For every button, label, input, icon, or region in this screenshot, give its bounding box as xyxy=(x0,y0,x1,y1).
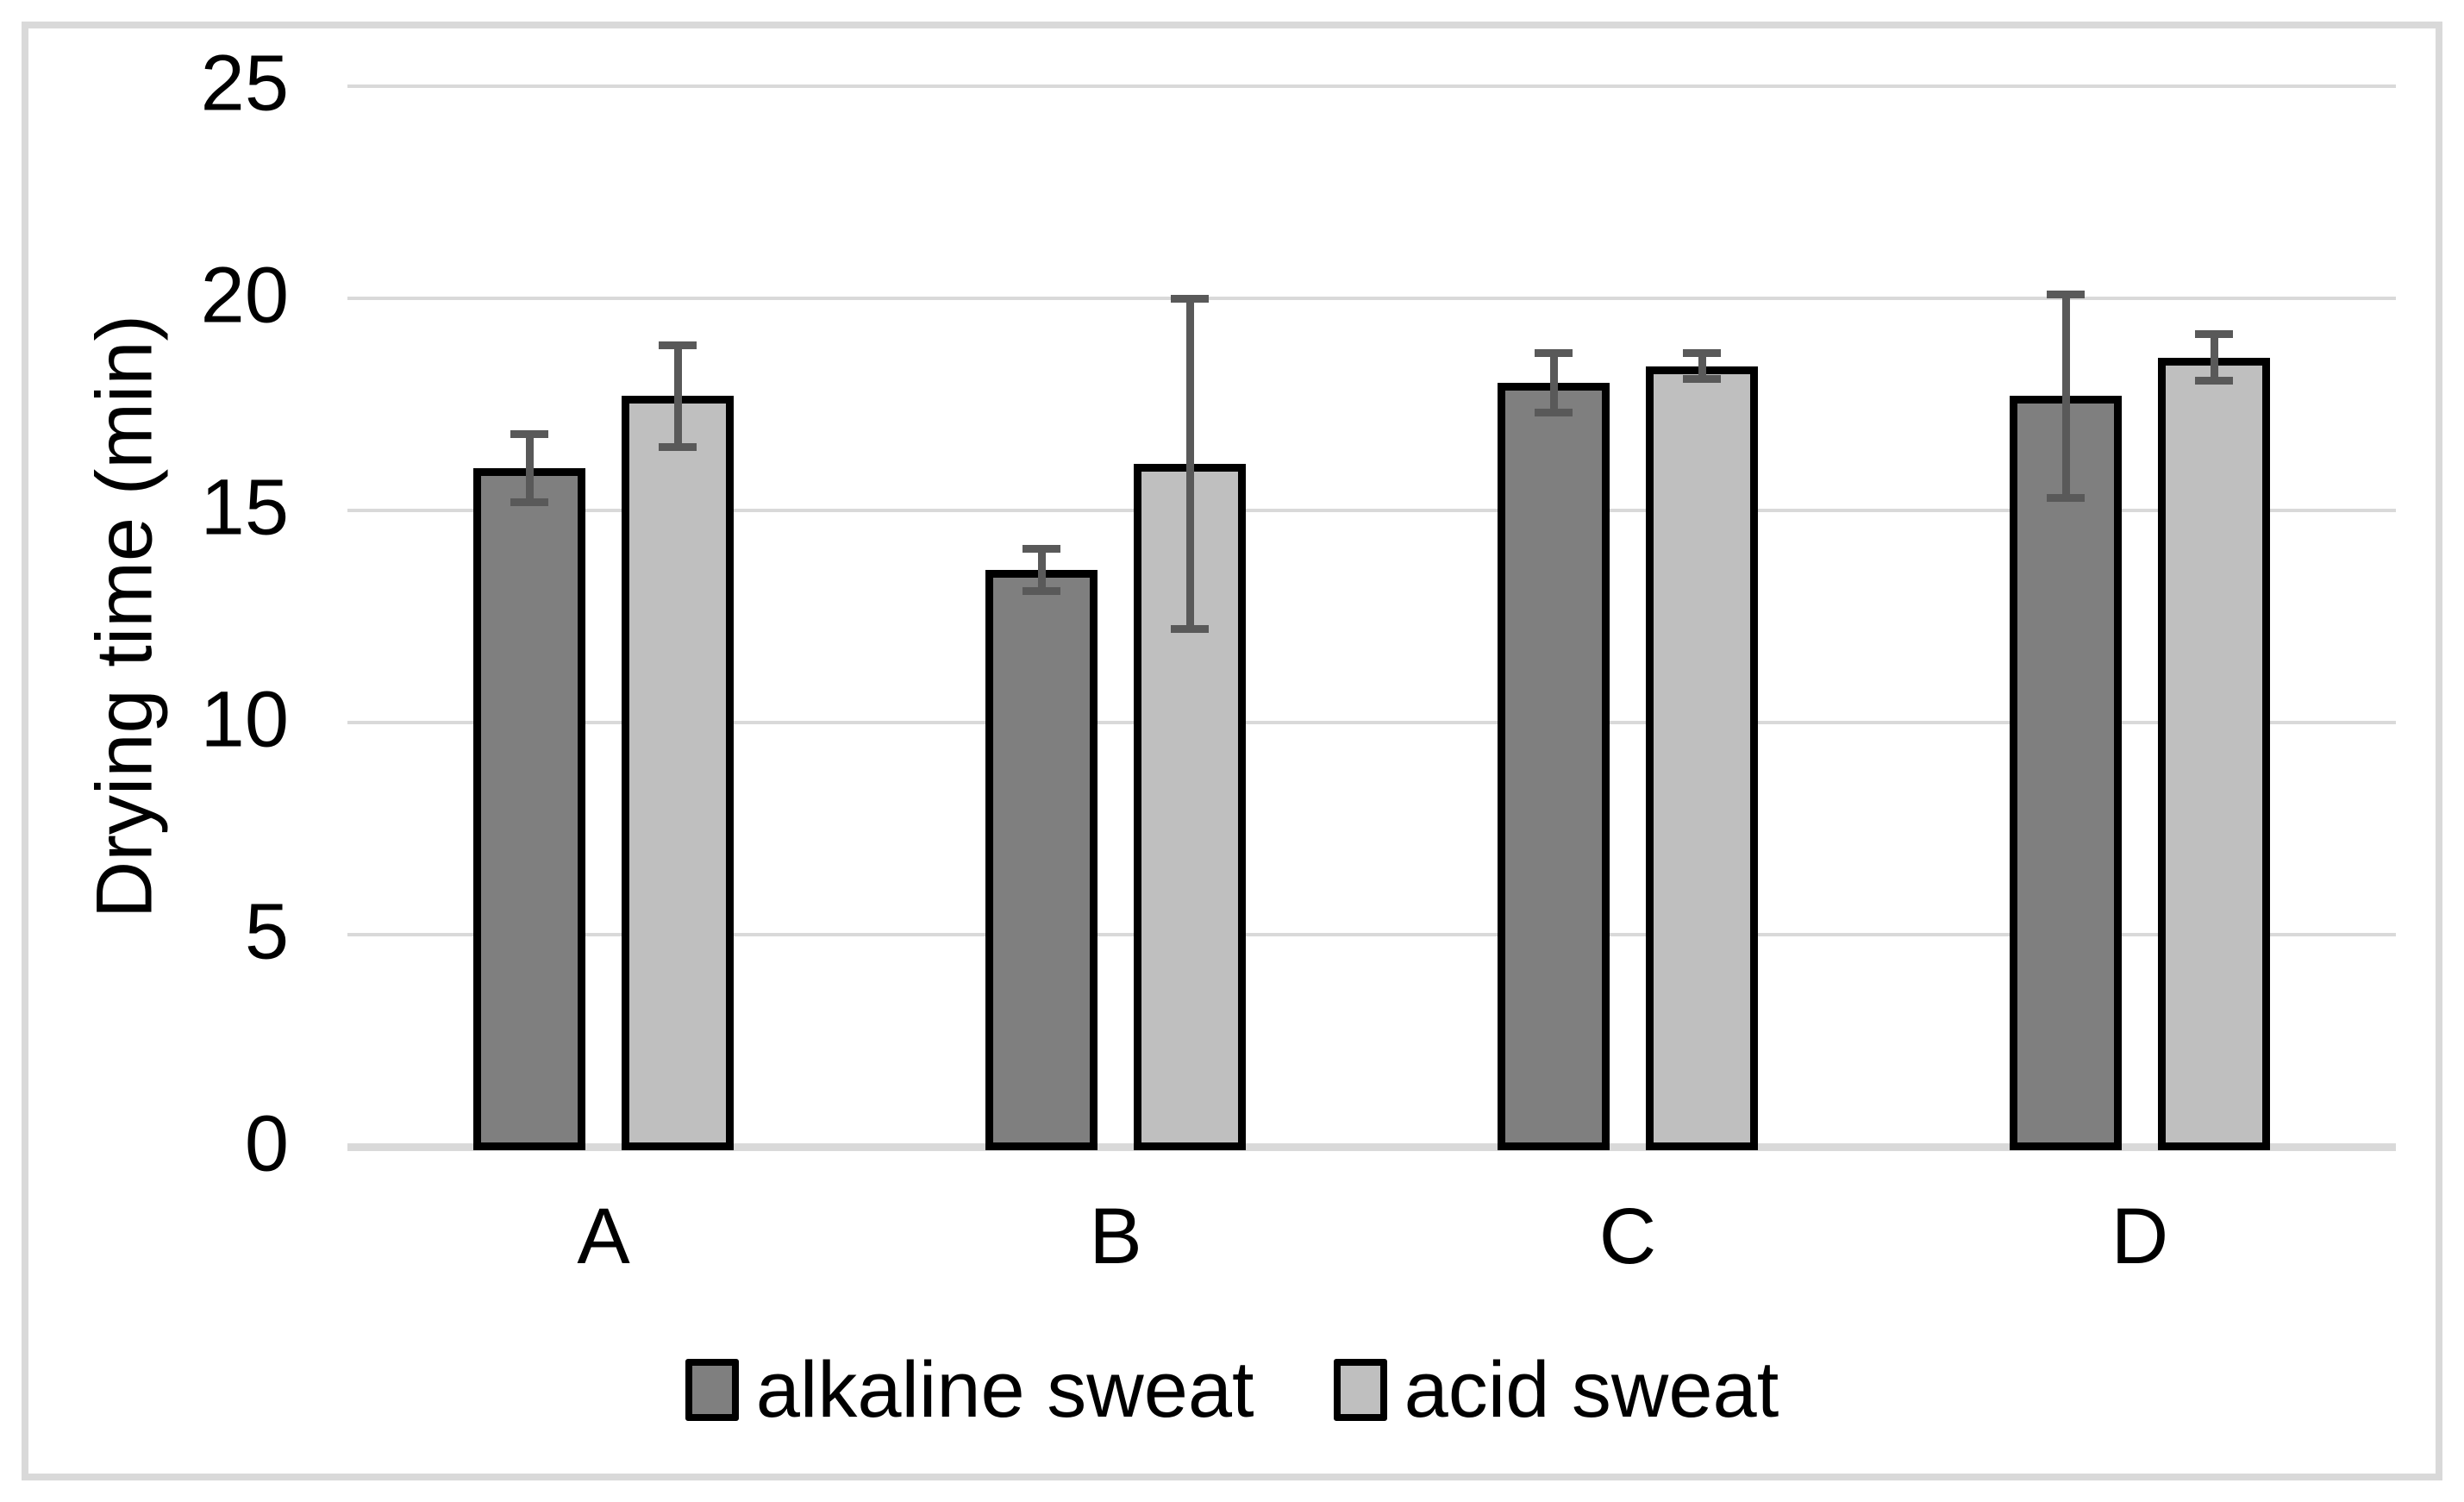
error-bar-cap-bottom xyxy=(510,498,548,506)
legend: alkaline sweat acid sweat xyxy=(0,1350,2464,1430)
gridline-15 xyxy=(347,509,2396,512)
error-bar-stem xyxy=(525,434,534,503)
error-bar-cap-top xyxy=(1171,294,1209,303)
y-tick-label-5: 5 xyxy=(244,887,289,976)
legend-label: acid sweat xyxy=(1404,1346,1779,1434)
legend-swatch-icon xyxy=(1333,1359,1387,1421)
legend-item-alkaline-sweat: alkaline sweat xyxy=(685,1350,1254,1430)
gridline-5 xyxy=(347,933,2396,936)
bar-acid-sweat-A xyxy=(622,396,734,1150)
gridline-20 xyxy=(347,297,2396,300)
error-bar-cap-top xyxy=(659,341,697,349)
error-bar-stem xyxy=(1037,548,1046,591)
error-bar-cap-bottom xyxy=(2047,493,2085,502)
gridline-25 xyxy=(347,84,2396,88)
y-tick-label-20: 20 xyxy=(200,251,289,340)
bar-alkaline-sweat-D xyxy=(2010,396,2122,1150)
gridline-10 xyxy=(347,721,2396,724)
bar-acid-sweat-D xyxy=(2158,357,2270,1150)
error-bar-stem xyxy=(1698,353,1706,379)
y-tick-label-15: 15 xyxy=(200,463,289,552)
x-axis-line xyxy=(347,1142,2396,1151)
error-bar-cap-top xyxy=(510,429,548,438)
error-bar-cap-bottom xyxy=(1683,374,1721,383)
error-bar-cap-top xyxy=(2195,330,2233,339)
error-bar-cap-bottom xyxy=(1535,409,1573,417)
error-bar-cap-bottom xyxy=(1171,625,1209,634)
error-bar-cap-top xyxy=(2047,290,2085,298)
legend-item-acid-sweat: acid sweat xyxy=(1333,1346,1779,1434)
error-bar-stem xyxy=(2061,294,2070,498)
error-bar-cap-top xyxy=(1535,349,1573,358)
plot-area xyxy=(347,84,2396,1151)
x-label-A: A xyxy=(577,1192,630,1280)
y-tick-label-25: 25 xyxy=(200,39,289,128)
bar-alkaline-sweat-C xyxy=(1498,383,1610,1150)
bar-alkaline-sweat-B xyxy=(985,569,1098,1150)
y-tick-label-0: 0 xyxy=(244,1099,289,1188)
chart-border-frame xyxy=(22,22,2442,1480)
error-bar-stem xyxy=(673,345,682,447)
y-axis-title: Drying time (min) xyxy=(80,314,169,919)
x-label-B: B xyxy=(1089,1192,1142,1280)
error-bar-cap-bottom xyxy=(659,442,697,451)
bar-acid-sweat-C xyxy=(1646,366,1758,1150)
legend-label: alkaline sweat xyxy=(755,1346,1254,1434)
error-bar-cap-bottom xyxy=(2195,377,2233,385)
x-label-C: C xyxy=(1598,1192,1657,1280)
error-bar-cap-top xyxy=(1022,544,1060,553)
error-bar-cap-bottom xyxy=(1022,586,1060,595)
error-bar-stem xyxy=(2210,334,2218,381)
error-bar-stem xyxy=(1185,298,1194,629)
bar-alkaline-sweat-A xyxy=(473,467,585,1150)
y-tick-label-10: 10 xyxy=(200,675,289,764)
error-bar-stem xyxy=(1549,353,1558,413)
error-bar-cap-top xyxy=(1683,349,1721,358)
x-label-D: D xyxy=(2111,1192,2169,1280)
legend-swatch-icon xyxy=(685,1359,739,1421)
